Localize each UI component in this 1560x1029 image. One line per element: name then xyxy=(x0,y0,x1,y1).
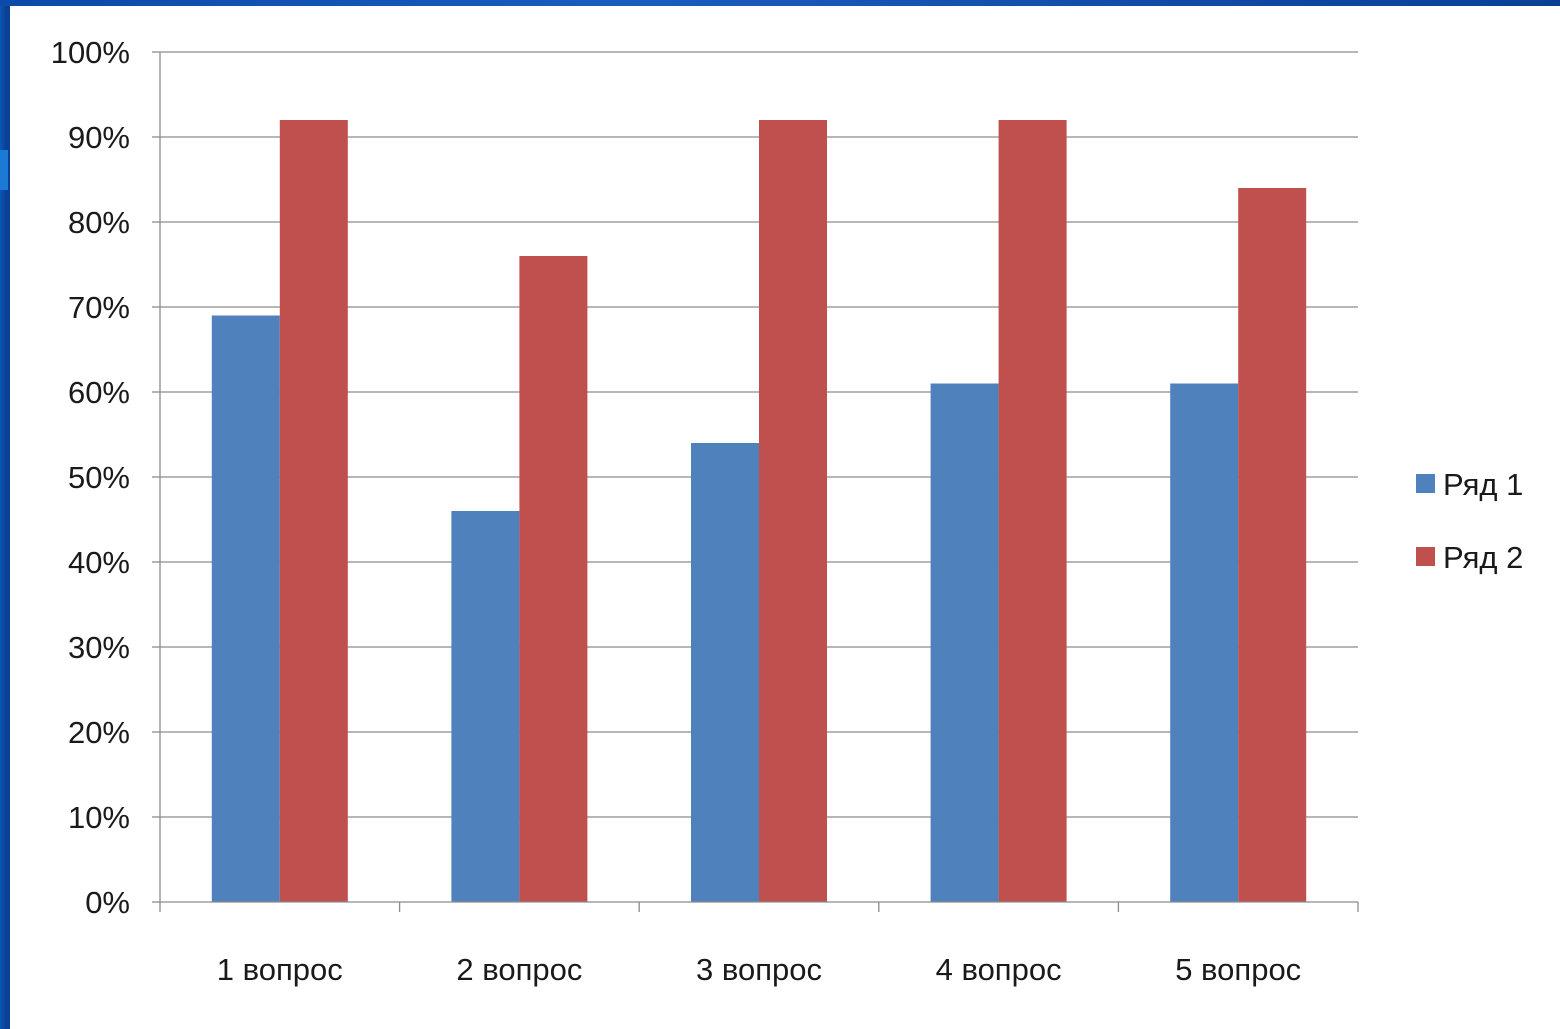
slide-top-border xyxy=(0,0,1560,6)
y-tick-label: 90% xyxy=(68,120,130,155)
x-category-label: 2 вопрос xyxy=(456,952,582,987)
legend: Ряд 1 Ряд 2 xyxy=(1416,467,1523,575)
legend-swatch-1 xyxy=(1416,474,1435,493)
legend-label-2: Ряд 2 xyxy=(1443,540,1523,575)
bar-1-1 xyxy=(211,315,280,902)
legend-swatch-2 xyxy=(1416,547,1435,566)
bars xyxy=(211,120,1307,902)
legend-label-1: Ряд 1 xyxy=(1443,467,1523,502)
bar-2-1 xyxy=(279,120,348,902)
x-axis-labels: 1 вопрос 2 вопрос 3 вопрос 4 вопрос 5 вопрос xyxy=(217,952,1301,987)
bar-2-3 xyxy=(759,120,827,902)
y-tick-label: 10% xyxy=(68,800,130,835)
y-tick-label: 70% xyxy=(68,290,130,325)
y-tick-label: 30% xyxy=(68,630,130,665)
y-tick-label: 80% xyxy=(68,205,130,240)
x-category-label: 5 вопрос xyxy=(1175,952,1301,987)
x-category-label: 4 вопрос xyxy=(936,952,1062,987)
axes xyxy=(159,52,1359,912)
slide-left-accent xyxy=(0,150,8,190)
bar-1-2 xyxy=(451,511,520,902)
y-tick-label: 100% xyxy=(51,35,130,70)
y-tick-label: 20% xyxy=(68,715,130,750)
x-category-label: 1 вопрос xyxy=(217,952,343,987)
bar-1-3 xyxy=(691,443,759,902)
bar-2-2 xyxy=(519,256,588,902)
y-axis-ticks: 0% 10% 20% 30% 40% 50% 60% 70% 80% 90% 100% xyxy=(51,35,160,920)
y-tick-label: 40% xyxy=(68,545,130,580)
y-tick-label: 60% xyxy=(68,375,130,410)
bar-1-5 xyxy=(1170,383,1239,902)
y-tick-label: 50% xyxy=(68,460,130,495)
bar-1-4 xyxy=(930,383,999,902)
x-category-label: 3 вопрос xyxy=(696,952,822,987)
y-tick-label: 0% xyxy=(85,885,130,920)
bar-2-5 xyxy=(1238,188,1307,902)
bar-2-4 xyxy=(998,120,1067,902)
